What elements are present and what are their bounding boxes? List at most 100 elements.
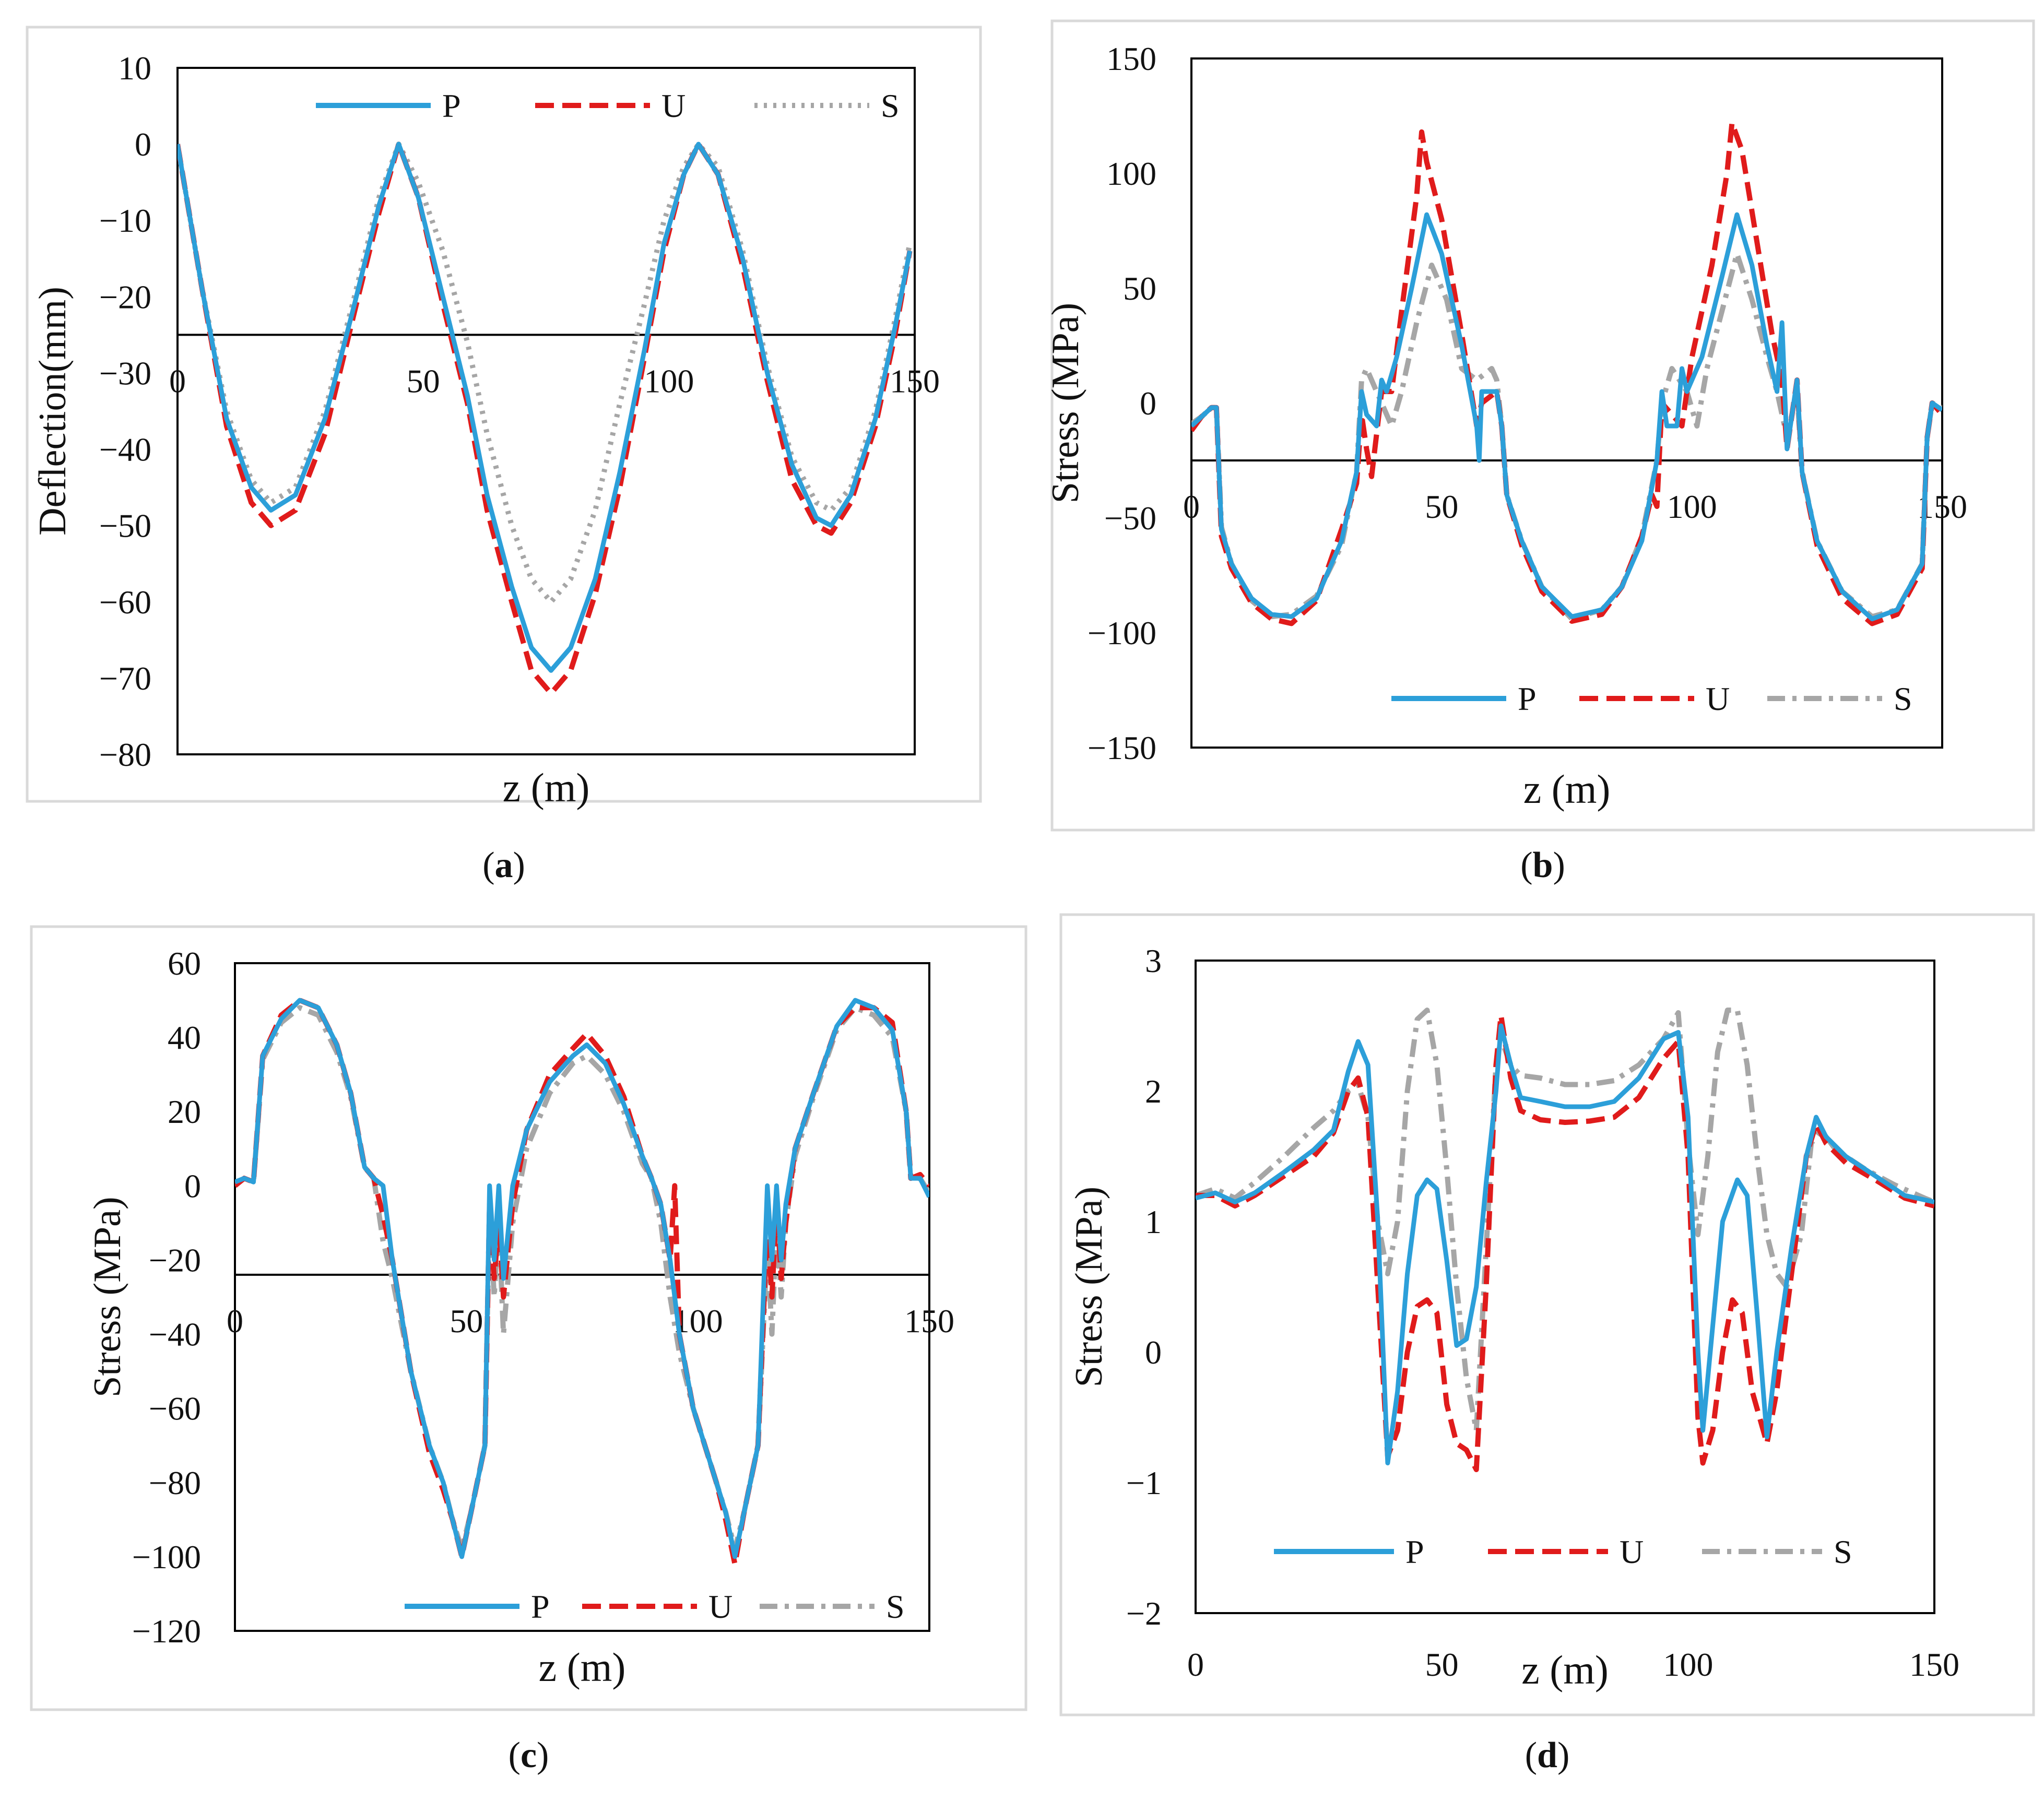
caption-letter: a	[495, 845, 513, 885]
caption-letter: d	[1537, 1735, 1557, 1775]
plot-area-border	[1190, 57, 1943, 749]
y-tick-label: −20	[149, 1241, 201, 1278]
chart-frame	[26, 26, 982, 803]
legend-label-U: U	[1620, 1533, 1644, 1570]
chart-frame	[1050, 19, 2035, 832]
legend-label-U: U	[661, 87, 686, 124]
y-tick-label: 150	[1106, 40, 1156, 77]
series-line-S	[235, 1005, 929, 1552]
y-tick-label: −60	[99, 584, 151, 621]
caption-close-paren: )	[513, 845, 525, 885]
legend-label-S: S	[1834, 1533, 1852, 1570]
legend-label-U: U	[708, 1588, 732, 1625]
series-line-U	[1196, 1013, 1934, 1472]
legend-label-P: P	[1405, 1533, 1424, 1570]
series-line-P	[1196, 1023, 1934, 1465]
x-axis-title: z (m)	[503, 765, 590, 810]
caption-open-paren: (	[482, 845, 494, 885]
y-tick-label: 1	[1145, 1203, 1162, 1240]
y-tick-label: −80	[99, 736, 151, 773]
x-tick-label: 100	[1667, 488, 1717, 525]
series-line-S	[178, 141, 913, 605]
y-tick-label: 20	[168, 1093, 201, 1130]
y-tick-label: 0	[1140, 385, 1156, 422]
y-tick-label: 3	[1145, 942, 1162, 979]
y-tick-label: −10	[99, 202, 151, 239]
legend-label-P: P	[531, 1588, 550, 1625]
x-tick-label: 50	[450, 1302, 483, 1340]
x-tick-label: 50	[407, 362, 440, 399]
x-axis-title: z (m)	[539, 1644, 626, 1690]
x-tick-label: 50	[1425, 1646, 1459, 1683]
x-tick-label: 0	[227, 1302, 243, 1340]
y-tick-label: 50	[1123, 270, 1156, 307]
y-tick-label: −100	[132, 1538, 201, 1576]
series-line-U	[178, 141, 913, 696]
legend-label-S: S	[1894, 680, 1912, 717]
caption-letter: c	[521, 1735, 537, 1775]
y-tick-label: 60	[168, 945, 201, 982]
caption-close-paren: )	[537, 1735, 549, 1775]
series-line-U	[1191, 120, 1942, 626]
y-tick-label: 10	[118, 50, 151, 87]
panel-caption: (b)	[1520, 845, 1565, 885]
legend-label-P: P	[1518, 680, 1537, 717]
caption-close-paren: )	[1553, 845, 1565, 885]
y-tick-label: −70	[99, 660, 151, 697]
x-axis-title: z (m)	[1523, 766, 1611, 812]
x-tick-label: 0	[169, 362, 186, 399]
x-tick-label: 0	[1187, 1646, 1204, 1683]
y-tick-label: −50	[99, 507, 151, 544]
x-tick-label: 150	[904, 1302, 954, 1340]
y-tick-label: −120	[132, 1613, 201, 1650]
legend-label-S: S	[881, 87, 900, 124]
y-axis-title: Deflection(mm)	[31, 287, 74, 536]
legend-label-S: S	[886, 1588, 905, 1625]
legend-label-P: P	[442, 87, 461, 124]
y-axis-title: Stress (MPa)	[86, 1197, 129, 1397]
y-tick-label: −100	[1088, 614, 1156, 652]
y-tick-label: −50	[1104, 500, 1156, 537]
plot-area-border	[234, 962, 930, 1632]
series-line-S	[1196, 1008, 1934, 1433]
y-tick-label: 0	[135, 126, 151, 163]
y-tick-label: −20	[99, 278, 151, 315]
series-line-P	[178, 141, 913, 673]
series-line-P	[1191, 212, 1942, 622]
panel-caption: (a)	[482, 845, 525, 885]
caption-letter: b	[1533, 845, 1553, 885]
chart-frame	[30, 925, 1027, 1711]
y-tick-label: 0	[184, 1167, 201, 1204]
x-tick-label: 150	[1909, 1646, 1959, 1683]
x-tick-label: 150	[890, 362, 940, 399]
series-line-P	[235, 998, 929, 1559]
y-tick-label: −1	[1126, 1464, 1162, 1501]
x-tick-label: 50	[1425, 488, 1458, 525]
x-tick-label: 100	[1663, 1646, 1713, 1683]
y-axis-title: Stress (MPa)	[1068, 1187, 1110, 1387]
x-tick-label: 0	[1183, 488, 1200, 525]
chart-frame	[1059, 913, 2035, 1716]
y-tick-label: 0	[1145, 1334, 1162, 1371]
y-tick-label: −40	[149, 1316, 201, 1353]
panel-caption: (d)	[1525, 1735, 1570, 1775]
plot-area-border	[1195, 960, 1935, 1614]
y-axis-title: Stress (MPa)	[1044, 303, 1087, 503]
caption-close-paren: )	[1557, 1735, 1569, 1775]
y-tick-label: −2	[1126, 1595, 1162, 1632]
y-tick-label: −60	[149, 1390, 201, 1427]
y-tick-label: −80	[149, 1464, 201, 1501]
caption-open-paren: (	[509, 1735, 521, 1775]
chart-panel-d: 3 2 1 0 −1 −2 0 50 100 150 z (m) Stress (MPa) P U S (d)	[1059, 913, 2035, 1775]
plot-area-border	[176, 67, 916, 755]
caption-open-paren: (	[1525, 1735, 1537, 1775]
series-line-U	[235, 998, 929, 1567]
caption-open-paren: (	[1520, 845, 1532, 885]
